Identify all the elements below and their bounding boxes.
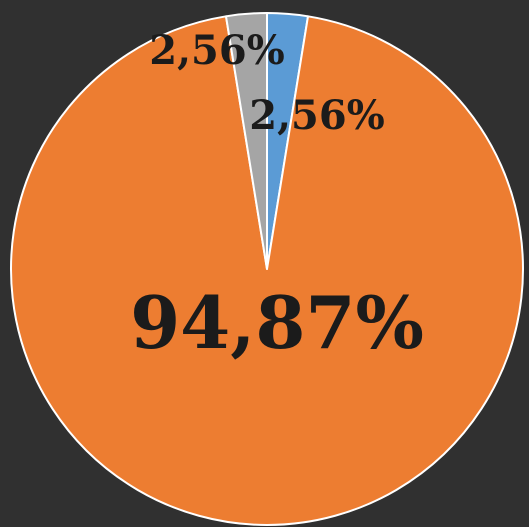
pie-slice-label-3: 2,56% — [149, 27, 284, 74]
pie-slice-2 — [10, 15, 524, 526]
pie-slice-label-1: 2,56% — [249, 92, 384, 139]
pie-slice-3 — [224, 12, 268, 270]
pie-slices — [10, 12, 524, 526]
pie-slice-label-2: 94,87% — [130, 280, 424, 365]
pie-labels: 2,56% 94,87% 2,56% — [130, 27, 424, 365]
